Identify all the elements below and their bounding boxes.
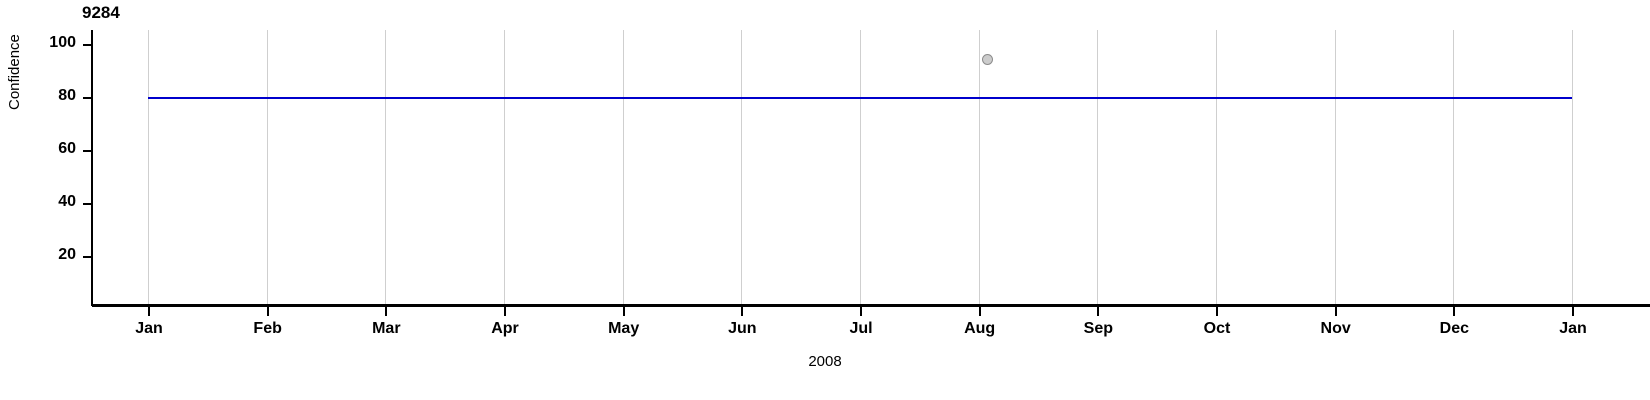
gridline-vertical — [1334, 30, 1336, 305]
y-axis-tick — [83, 150, 92, 152]
x-axis-tick-label: Aug — [964, 320, 996, 337]
chart-title: 9284 — [82, 3, 120, 22]
gridline-vertical — [1097, 30, 1099, 305]
y-axis-tick — [83, 44, 92, 46]
x-axis-tick — [148, 307, 150, 316]
y-axis-tick-label: 60 — [58, 140, 76, 157]
x-axis-tick-label: Sep — [1083, 320, 1113, 337]
x-axis-tick-label: Mar — [372, 320, 401, 337]
x-axis-tick-label: Jul — [849, 320, 873, 337]
x-axis-tick — [860, 307, 862, 316]
y-axis-tick-label: 80 — [58, 87, 76, 104]
threshold-line — [148, 97, 1572, 99]
y-axis-tick — [83, 97, 92, 99]
x-axis-tick — [504, 307, 506, 316]
x-axis-tick-label: Oct — [1203, 320, 1231, 337]
y-axis-tick — [83, 203, 92, 205]
x-axis-tick — [266, 307, 269, 316]
x-axis-tick — [1334, 307, 1337, 316]
y-axis-tick-label: 20 — [58, 246, 76, 263]
gridline-vertical — [385, 30, 387, 305]
x-axis-tick-label: Dec — [1439, 320, 1469, 337]
x-axis-tick-label: Feb — [253, 320, 282, 337]
gridline-vertical — [1216, 30, 1217, 305]
y-axis-tick-label: 40 — [58, 193, 76, 210]
plot-area — [92, 30, 1575, 305]
x-axis-tick-label: Jun — [728, 320, 757, 337]
x-axis-tick — [622, 307, 625, 316]
gridline-vertical — [622, 30, 624, 305]
data-point[interactable] — [982, 53, 994, 65]
x-axis-tick — [385, 307, 388, 316]
x-axis-tick — [1216, 307, 1218, 316]
x-axis-line — [92, 304, 1650, 307]
x-axis-tick — [1453, 307, 1456, 316]
gridline-vertical — [860, 30, 861, 305]
gridline-vertical — [978, 30, 980, 305]
y-axis-tick — [83, 256, 92, 258]
gridline-vertical — [741, 30, 743, 305]
gridline-vertical — [1453, 30, 1455, 305]
x-axis-tick — [741, 307, 744, 316]
y-axis-tick-label: 100 — [49, 34, 76, 51]
y-axis-line — [91, 30, 93, 306]
x-axis-tick-label: Jan — [135, 320, 163, 337]
gridline-vertical — [504, 30, 505, 305]
x-axis-tick-label: Nov — [1320, 320, 1351, 337]
x-axis-tick — [978, 307, 981, 316]
gridline-vertical — [1572, 30, 1573, 305]
x-axis-tick-label: May — [608, 320, 640, 337]
x-axis-tick-label: Jan — [1559, 320, 1587, 337]
x-axis-tick-label: Apr — [491, 320, 519, 337]
x-axis-title: 2008 — [808, 353, 842, 370]
x-axis-tick — [1097, 307, 1100, 316]
gridline-vertical — [148, 30, 149, 305]
gridline-vertical — [266, 30, 268, 305]
x-axis-tick — [1572, 307, 1574, 316]
